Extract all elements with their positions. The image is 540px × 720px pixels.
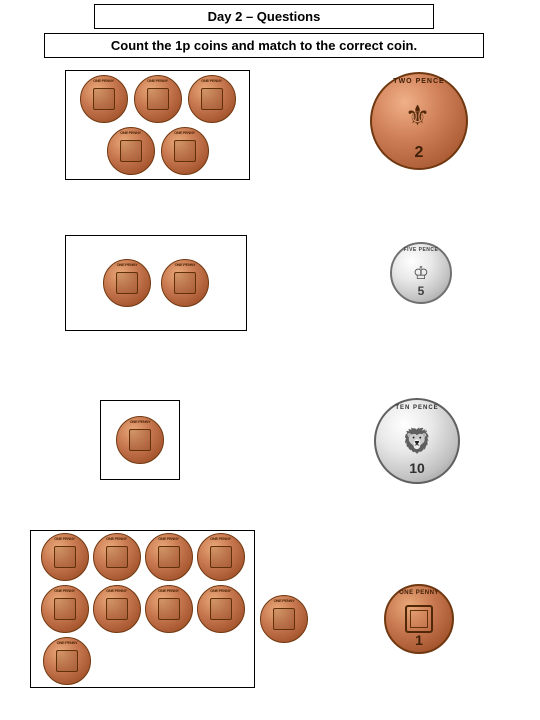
penny-coin-icon [161,127,209,175]
five-pence-coin-icon: FIVE PENCE 5 [390,242,452,304]
coin-label: ONE PENNY [399,590,439,596]
two-pence-coin-icon: TWO PENCE 2 [370,72,468,170]
question-4-box [30,530,255,688]
penny-coin-icon [93,533,141,581]
coin-design-icon [399,101,439,141]
coin-denomination: 5 [418,284,425,298]
instruction-box: Count the 1p coins and match to the corr… [44,33,484,58]
penny-coin-icon [107,127,155,175]
penny-coin-icon [145,585,193,633]
penny-coin-icon [134,75,182,123]
coin-label: FIVE PENCE [404,247,439,253]
question-2-box [65,235,247,331]
penny-coin-icon [41,585,89,633]
penny-coin-icon [197,533,245,581]
question-3-box [100,400,180,480]
coin-denomination: 1 [415,632,423,648]
instruction-text: Count the 1p coins and match to the corr… [111,38,417,53]
penny-coin-icon [43,637,91,685]
one-penny-coin-icon: ONE PENNY 1 [384,584,454,654]
penny-coin-icon [103,259,151,307]
question-1-box [65,70,250,180]
penny-coin-icon [260,595,308,643]
title-box: Day 2 – Questions [94,4,434,29]
coin-label: TEN PENCE [395,405,438,411]
penny-coin-icon [41,533,89,581]
penny-coin-icon [188,75,236,123]
coin-denomination: 10 [409,460,425,476]
penny-coin-icon [116,416,164,464]
penny-coin-icon [145,533,193,581]
coin-design-icon [402,427,432,456]
penny-coin-icon [93,585,141,633]
penny-coin-icon [80,75,128,123]
coin-label: TWO PENCE [393,78,444,85]
ten-pence-coin-icon: TEN PENCE 10 [374,398,460,484]
penny-coin-icon [197,585,245,633]
coin-design-icon [405,605,433,633]
title-text: Day 2 – Questions [208,9,321,24]
penny-coin-icon [161,259,209,307]
coin-denomination: 2 [415,144,424,162]
coin-design-icon [413,263,429,284]
